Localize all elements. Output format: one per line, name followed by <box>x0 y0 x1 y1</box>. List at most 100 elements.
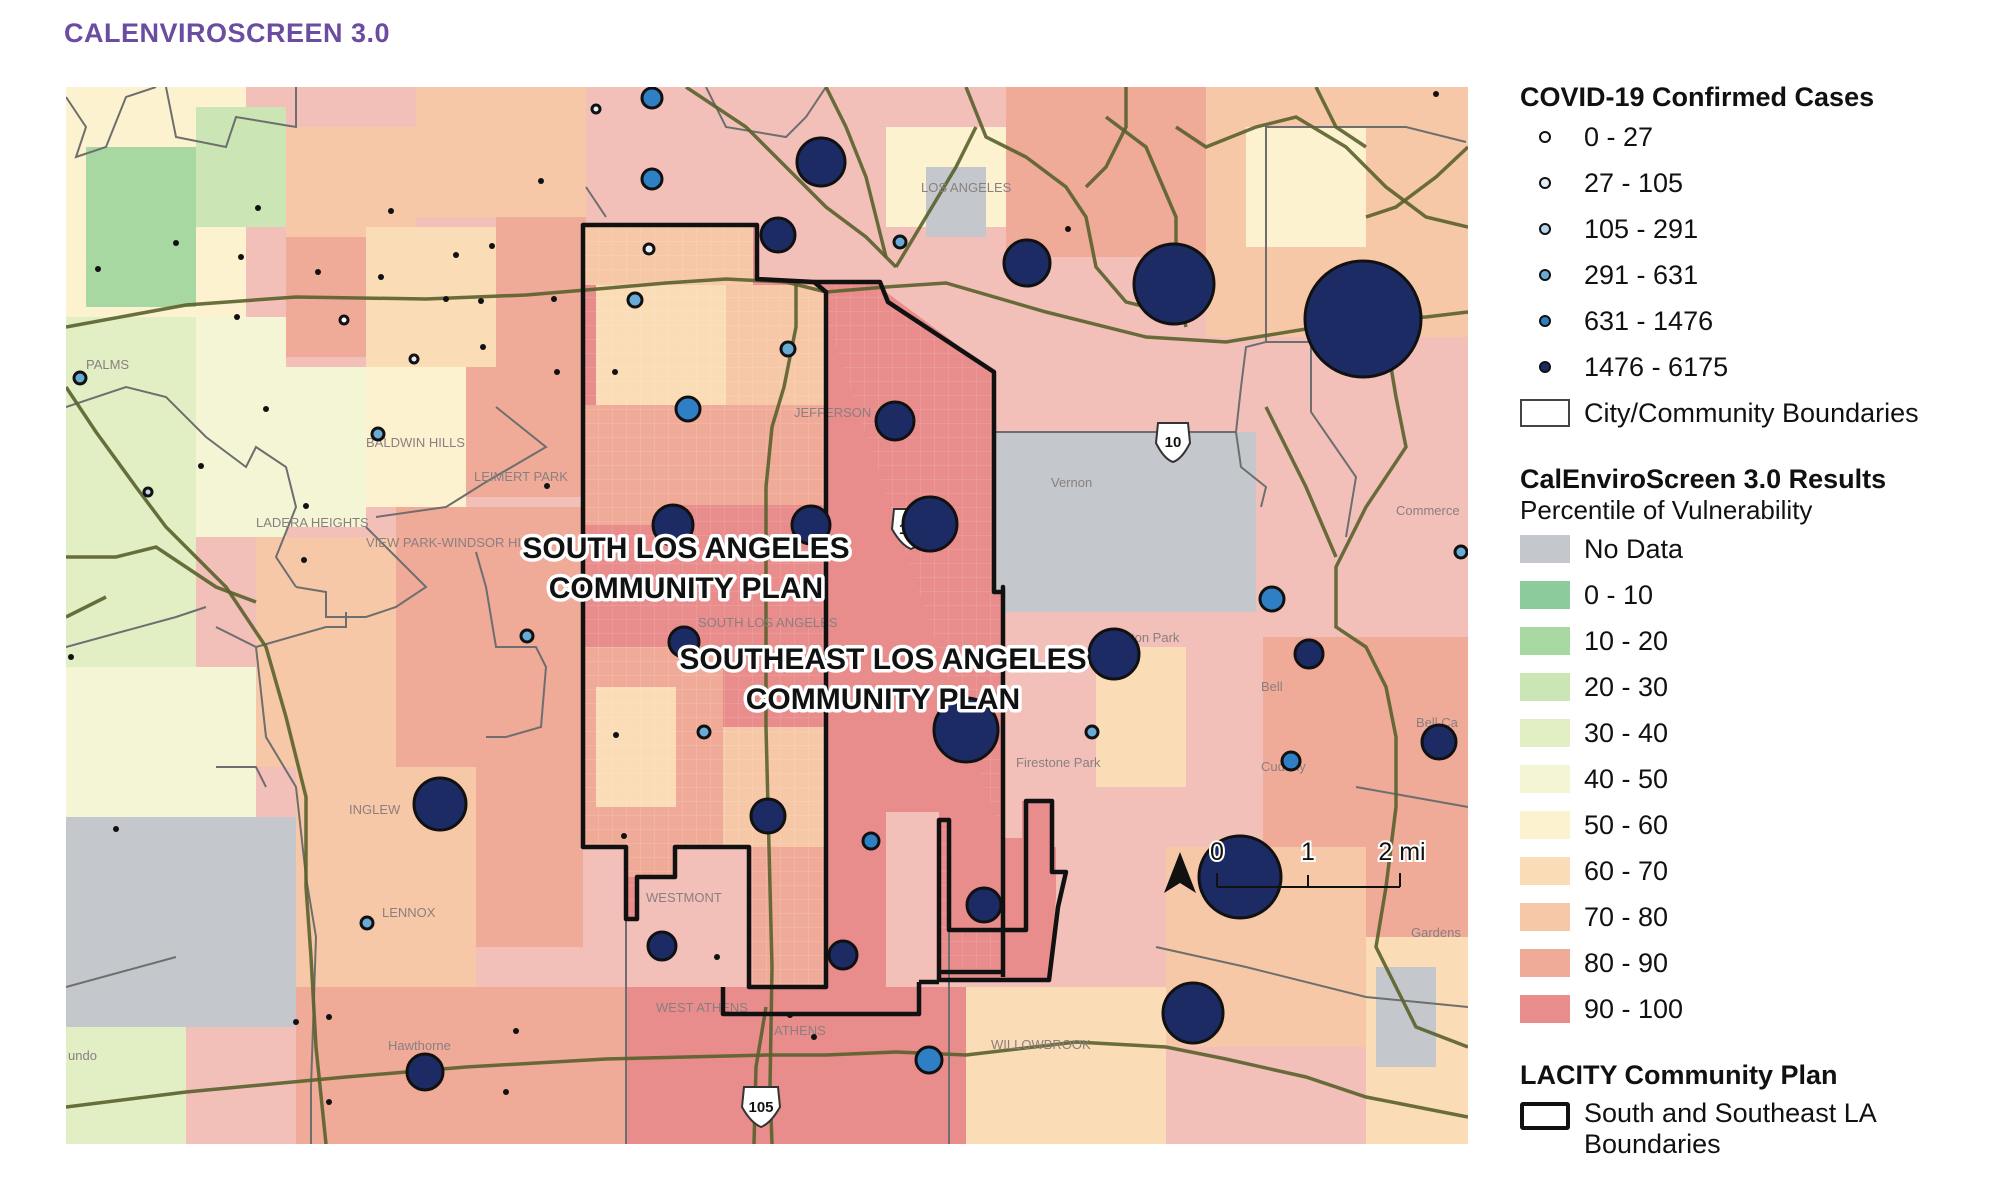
covid-legend-title: COVID-19 Confirmed Cases <box>1520 82 1875 112</box>
ces-color-swatch <box>1520 673 1570 701</box>
highway-network[interactable] <box>66 87 1468 1144</box>
place-label-lennox: LENNOX <box>382 905 436 920</box>
legend-row-covid: 105 - 291 <box>1520 206 1980 252</box>
ces-color-swatch <box>1520 857 1570 885</box>
ces-color-swatch <box>1520 765 1570 793</box>
legend-row-ces: 60 - 70 <box>1520 848 1980 894</box>
legend-row-ces: No Data <box>1520 526 1980 572</box>
covid-circle-swatch <box>1539 131 1551 143</box>
north-arrow-icon <box>1164 852 1196 893</box>
legend-row-covid: 291 - 631 <box>1520 252 1980 298</box>
map-canvas[interactable]: LOS ANGELES PALMS BALDWIN HILLS LEIMERT … <box>66 87 1468 1144</box>
legend-label-ces: 80 - 90 <box>1584 947 1669 978</box>
place-label-hawthorne: Hawthorne <box>388 1038 451 1053</box>
legend-row-ces: 90 - 100 <box>1520 986 1980 1032</box>
place-labels: LOS ANGELES PALMS BALDWIN HILLS LEIMERT … <box>68 180 1461 1063</box>
place-label-huntington-park: ton Park <box>1131 630 1180 645</box>
south-la-plan-label-line2: COMMUNITY PLAN <box>549 572 823 605</box>
covid-circle-swatch <box>1539 269 1551 281</box>
south-la-plan-label-line1: SOUTH LOS ANGELES <box>522 532 849 565</box>
legend-row-plan-boundary: South and Southeast LA Boundaries <box>1520 1098 1980 1160</box>
svg-text:10: 10 <box>1165 434 1182 451</box>
place-label-bell-gardens: Gardens <box>1411 925 1461 940</box>
place-label-commerce: Commerce <box>1396 503 1460 518</box>
place-label-leimert-park: LEIMERT PARK <box>474 469 568 484</box>
scale-bar: 0 1 2 mi <box>1208 836 1428 888</box>
legend-row-ces: 20 - 30 <box>1520 664 1980 710</box>
legend-label-ces: 50 - 60 <box>1584 809 1669 840</box>
ces-color-swatch <box>1520 535 1570 563</box>
place-label-inglewood: INGLEW <box>349 802 401 817</box>
city-boundary-swatch <box>1520 399 1570 427</box>
legend-row-ces: 50 - 60 <box>1520 802 1980 848</box>
legend-label-covid: 291 - 631 <box>1584 259 1699 290</box>
place-label-firestone-park: Firestone Park <box>1016 755 1101 770</box>
legend-label-ces: 60 - 70 <box>1584 855 1669 886</box>
place-label-view-park: VIEW PARK-WINDSOR HILLS <box>366 535 545 550</box>
legend-label-covid: 27 - 105 <box>1584 167 1684 198</box>
plan-legend-title: LACITY Community Plan <box>1520 1060 1838 1090</box>
south-la-boundary[interactable] <box>580 222 829 990</box>
ces-color-swatch <box>1520 627 1570 655</box>
place-label-baldwin-hills: BALDWIN HILLS <box>366 435 465 450</box>
legend-row-ces: 10 - 20 <box>1520 618 1980 664</box>
ces-color-swatch <box>1520 903 1570 931</box>
legend-label-city-boundaries: City/Community Boundaries <box>1584 397 1919 428</box>
place-label-vernon: Vernon <box>1051 475 1092 490</box>
legend-label-ces: 20 - 30 <box>1584 671 1669 702</box>
plan-boundary-swatch <box>1520 1102 1570 1130</box>
legend-label-ces: 40 - 50 <box>1584 763 1669 794</box>
covid-circle-swatch <box>1539 223 1551 235</box>
legend-row-ces: 40 - 50 <box>1520 756 1980 802</box>
place-label-los-angeles: LOS ANGELES <box>921 180 1012 195</box>
legend-row-ces: 70 - 80 <box>1520 894 1980 940</box>
legend-label-ces: 70 - 80 <box>1584 901 1669 932</box>
scale-label-0: 0 <box>1210 838 1224 866</box>
ces-legend-title: CalEnviroScreen 3.0 Results <box>1520 464 1887 494</box>
ces-color-swatch <box>1520 581 1570 609</box>
legend-label-ces: 0 - 10 <box>1584 579 1654 610</box>
southeast-la-boundary[interactable] <box>814 279 1069 983</box>
svg-text:105: 105 <box>748 1099 773 1116</box>
covid-circle-swatch <box>1539 315 1551 327</box>
legend-label-ces: 10 - 20 <box>1584 625 1669 656</box>
legend-row-ces: 0 - 10 <box>1520 572 1980 618</box>
place-label-jefferson: JEFFERSON <box>794 405 871 420</box>
ces-legend-rows: No Data 0 - 10 10 - 20 20 - 30 30 - 40 40 - 5… <box>1520 526 1980 1032</box>
page-title: CALENVIROSCREEN 3.0 <box>64 18 391 48</box>
ces-color-swatch <box>1520 949 1570 977</box>
place-label-westmont: WESTMONT <box>646 890 722 905</box>
place-label-bell: Bell <box>1261 679 1283 694</box>
ces-legend-subtitle: Percentile of Vulnerability <box>1520 495 1813 525</box>
map-legend: COVID-19 Confirmed Cases 0 - 27 27 - 105 1… <box>1520 80 1980 1160</box>
legend-row-covid: 0 - 27 <box>1520 114 1980 160</box>
legend-label-plan-line1: South and Southeast LA <box>1584 1098 1877 1128</box>
place-label-south-la: SOUTH LOS ANGELES <box>698 615 838 630</box>
place-label-gardena: undo <box>68 1048 97 1063</box>
legend-row-covid: 631 - 1476 <box>1520 298 1980 344</box>
place-label-ladera-heights: LADERA HEIGHTS <box>256 515 369 530</box>
legend-label-ces: 30 - 40 <box>1584 717 1669 748</box>
covid-circle-swatch <box>1539 361 1551 373</box>
legend-label-ces: No Data <box>1584 533 1684 564</box>
place-label-willowbrook: WILLOWBROOK <box>991 1037 1091 1052</box>
scale-label-2: 2 mi <box>1378 838 1425 866</box>
legend-label-covid: 105 - 291 <box>1584 213 1699 244</box>
shield-i10: 10 <box>1154 422 1192 464</box>
small-case-points <box>68 91 1439 1105</box>
ces-color-swatch <box>1520 995 1570 1023</box>
legend-label-plan-line2: Boundaries <box>1584 1129 1721 1159</box>
shield-i105: 105 <box>740 1086 782 1129</box>
ces-color-swatch <box>1520 719 1570 747</box>
southeast-la-plan-label-line1: SOUTHEAST LOS ANGELES <box>679 643 1086 676</box>
map-panel[interactable]: LOS ANGELES PALMS BALDWIN HILLS LEIMERT … <box>66 87 1468 1144</box>
legend-label-covid: 0 - 27 <box>1584 121 1654 152</box>
place-label-palms: PALMS <box>86 357 129 372</box>
legend-label-ces: 90 - 100 <box>1584 993 1684 1024</box>
legend-label-covid: 631 - 1476 <box>1584 305 1714 336</box>
legend-row-ces: 30 - 40 <box>1520 710 1980 756</box>
ces-color-swatch <box>1520 811 1570 839</box>
covid-circles[interactable] <box>72 87 1468 1092</box>
legend-row-city-boundaries: City/Community Boundaries <box>1520 390 1980 436</box>
southeast-la-boundary-south[interactable] <box>720 982 922 1017</box>
